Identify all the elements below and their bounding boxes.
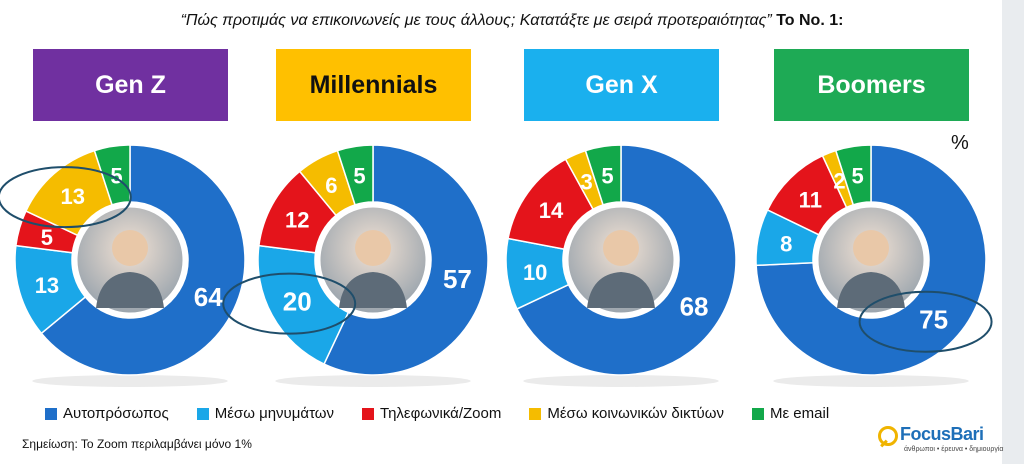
data-label-gen-x-3: 3 [581,170,593,195]
legend-swatch [751,407,764,420]
data-label-gen-z-0: 64 [194,282,223,312]
slice-millennials-0 [323,144,489,376]
legend-label: Αυτοπρόσωπος [63,405,169,422]
header-gen-x: Gen X [524,49,719,121]
legend-label: Τηλεφωνικά/Zoom [380,405,502,422]
unit-label: % [951,132,969,154]
data-label-millennials-2: 12 [285,207,309,232]
header-millennials: Millennials [276,49,471,121]
slice-boomers-0 [755,144,987,376]
legend-swatch [529,407,542,420]
slice-boomers-4 [834,144,872,206]
header-boomers: Boomers [774,49,969,121]
donut-gen-x: 68 10 14 3 5 [505,144,737,387]
legend-item-email: Με email [751,405,830,422]
highlight-ring [858,290,993,353]
slice-gen-z-4 [93,144,131,206]
person-head [603,230,639,266]
donut-gen-z: 64 13 5 13 5 [0,144,246,387]
data-label-millennials-3: 6 [325,173,337,198]
header-gen-z: Gen Z [33,49,228,121]
data-label-gen-x-1: 10 [523,260,547,285]
legend-swatch [362,407,374,420]
footnote: Σημείωση: Το Zoom περιλαμβάνει μόνο 1% [22,437,252,451]
logo-name: FocusBari [900,424,984,444]
person-shoulders [339,272,407,308]
focusbari-logo: FocusBari άνθρωποι • έρευνα • δημιουργία [878,422,1003,458]
slice-millennials-1 [257,244,350,366]
data-label-boomers-4: 5 [851,164,863,189]
legend-label: Με email [769,405,830,422]
legend-label: Μέσω κοινωνικών δικτύων [547,405,724,422]
data-label-gen-z-4: 5 [110,164,122,189]
data-label-boomers-3: 2 [833,168,845,193]
data-label-millennials-1: 20 [283,287,312,317]
right-edge-bar [1002,0,1024,464]
data-label-gen-z-3: 13 [61,184,85,209]
logo-tagline: άνθρωποι • έρευνα • δημιουργία [904,446,1004,453]
donut-shadow [32,375,228,387]
donut-millennials: 57 20 12 6 5 [222,144,489,387]
donut-shadow [523,375,719,387]
chart-title: “Πώς προτιμάς να επικοινωνείς με τους άλ… [0,12,1024,30]
data-label-gen-z-1: 13 [35,273,59,298]
highlight-ring [222,272,357,335]
data-label-boomers-2: 11 [799,187,822,212]
legend-item-: Μέσω κοινωνικών δικτύων [529,405,724,422]
person-shoulders [96,272,164,308]
data-label-boomers-1: 8 [780,232,792,257]
legend-label: Μέσω μηνυμάτων [214,405,334,422]
slice-gen-x-0 [515,144,737,376]
donut-shadow [773,375,969,387]
legend-swatch [45,407,57,420]
magnifier-icon [878,426,898,446]
slice-gen-x-4 [584,144,622,206]
person-shoulders [837,272,905,308]
data-label-gen-x-4: 5 [601,164,613,189]
highlight-ring [0,166,132,229]
data-label-gen-z-2: 5 [41,225,53,250]
donut-boomers: 75 8 11 2 5 [755,144,993,387]
data-label-boomers-0: 75 [919,305,948,335]
data-label-gen-x-2: 14 [539,198,564,223]
person-shoulders [587,272,655,308]
person-head [853,230,889,266]
slice-millennials-4 [336,144,374,206]
person-head [112,230,148,266]
donut-shadow [275,375,471,387]
legend-item-: Μέσω μηνυμάτων [196,405,334,422]
title-rank-label: Το No. 1: [776,12,844,29]
data-label-gen-x-0: 68 [680,291,709,321]
person-head [355,230,391,266]
legend-item-: Αυτοπρόσωπος [45,405,169,422]
legend: Αυτοπρόσωπος Μέσω μηνυμάτων Τηλεφωνικά/Zoo… [45,405,857,422]
data-label-millennials-0: 57 [443,264,472,294]
title-question: “Πώς προτιμάς να επικοινωνείς με τους άλ… [180,12,772,29]
legend-swatch [196,407,209,420]
legend-item-zoom: Τηλεφωνικά/Zoom [362,405,501,422]
slice-gen-z-0 [40,144,246,376]
data-label-millennials-4: 5 [353,164,365,189]
